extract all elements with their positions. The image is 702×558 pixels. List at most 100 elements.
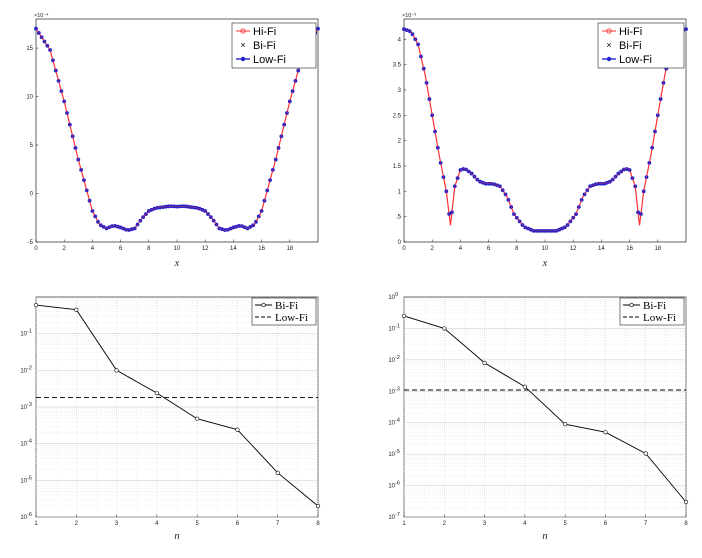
x-tick-label: 6 — [236, 521, 240, 527]
x-tick-label: 18 — [286, 246, 293, 252]
x-axis-label: x — [174, 257, 180, 269]
y-tick-exponent: -2 — [27, 365, 32, 371]
legend-marker: × — [240, 40, 245, 50]
x-tick-label: 12 — [202, 246, 209, 252]
x-tick-label: 2 — [431, 246, 435, 252]
bi-fi-point — [683, 499, 689, 505]
x-tick-label: 3 — [115, 521, 119, 527]
bi-fi-point — [522, 384, 527, 389]
x-tick-label: 1 — [402, 521, 406, 527]
bi-fi-point — [74, 307, 79, 312]
bi-fi-line — [403, 315, 687, 503]
y-tick-base: 10 — [20, 368, 27, 374]
legend-label: Bi-Fi — [253, 40, 276, 52]
y-tick-exponent: -6 — [395, 481, 400, 487]
y-tick-exponent: 0 — [395, 292, 398, 298]
legend-marker — [606, 28, 612, 34]
y-tick-base: 10 — [388, 358, 395, 364]
bi-fi-point — [33, 303, 39, 308]
legend-label: Hi-Fi — [619, 26, 642, 38]
legend-label: Bi-Fi — [643, 300, 666, 312]
x-tick-label: 8 — [316, 521, 320, 527]
bi-fi-line — [403, 28, 687, 232]
x-tick-label: 14 — [598, 246, 605, 252]
y-tick-exponent: -5 — [395, 449, 400, 455]
y-tick-base: 10 — [388, 421, 395, 427]
legend-marker — [240, 56, 246, 62]
y-tick-base: 10 — [388, 389, 395, 395]
legend-marker — [606, 56, 612, 62]
bi-fi-point — [114, 368, 119, 373]
x-tick-label: 10 — [174, 246, 181, 252]
legend-marker — [240, 28, 246, 34]
bi-fi-point — [442, 326, 447, 331]
y-tick-label: 0 — [30, 192, 34, 198]
y-tick-exponent: -4 — [395, 418, 400, 424]
x-tick-label: 16 — [626, 246, 633, 252]
y-tick-label: 2.5 — [393, 113, 402, 119]
legend-label: Bi-Fi — [619, 40, 642, 52]
y-multiplier: ×10⁻³ — [402, 13, 416, 19]
bi-fi-point — [482, 360, 487, 366]
bi-fi-point — [154, 390, 159, 396]
low-fi-point — [316, 26, 320, 31]
y-tick-base: 10 — [388, 452, 395, 458]
y-tick-label: 3.5 — [393, 63, 402, 69]
y-tick-base: 10 — [388, 484, 395, 490]
x-tick-label: 12 — [570, 246, 577, 252]
chart-3: 1 2 3 4 5 6 7 810-110-210-310-410-510 -6nBi-FiLo… — [20, 296, 321, 542]
y-tick-label: 0 — [398, 240, 402, 246]
y-tick-label: 10 — [26, 95, 33, 101]
x-tick-label: 8 — [684, 521, 688, 527]
y-tick-exponent: -1 — [27, 329, 32, 335]
x-tick-label: 3 — [483, 521, 487, 527]
x-tick-label: 0 — [402, 246, 406, 252]
x-tick-label: 6 — [487, 246, 491, 252]
x-tick-label: 14 — [230, 246, 237, 252]
x-tick-label: 7 — [644, 521, 648, 527]
bi-fi-point — [235, 427, 240, 432]
y-tick-exponent: -6 — [27, 512, 32, 518]
x-tick-label: 5 — [195, 521, 199, 527]
legend: Hi-Fi × Bi-Fi Low-Fi — [231, 22, 317, 69]
y-tick-base: 10 — [388, 515, 395, 521]
legend-marker: × — [606, 40, 611, 50]
legend-marker — [261, 302, 266, 308]
y-tick-base: 10 — [388, 295, 395, 301]
y-tick-label: 15 — [26, 46, 33, 52]
legend-box — [619, 297, 685, 326]
y-tick-exponent: -1 — [395, 323, 400, 329]
x-tick-label: 1 — [34, 521, 38, 527]
legend-label: Low-Fi — [619, 54, 652, 66]
x-tick-label: 6 — [604, 521, 608, 527]
x-tick-label: 6 — [119, 246, 123, 252]
y-tick-label: .5 — [396, 215, 402, 221]
bi-fi-point — [401, 313, 407, 319]
bi-fi-point — [275, 470, 280, 475]
y-tick-base: 10 — [388, 326, 395, 332]
y-tick-exponent: -3 — [395, 386, 400, 392]
y-tick-exponent: -4 — [27, 439, 32, 445]
x-tick-label: 18 — [654, 246, 661, 252]
x-tick-label: 4 — [91, 246, 95, 252]
y-tick-exponent: -7 — [395, 512, 400, 518]
low-fi-point — [34, 26, 38, 31]
y-tick-label: 4 — [398, 37, 402, 43]
y-tick-base: 10 — [20, 332, 27, 338]
legend-label: Low-Fi — [275, 312, 308, 324]
x-tick-label: 8 — [515, 246, 519, 252]
y-tick-base: 10 — [20, 405, 27, 411]
x-tick-label: 4 — [459, 246, 463, 252]
y-tick-exponent: -2 — [395, 355, 400, 361]
x-axis-label: n — [542, 530, 548, 542]
y-tick-label: 1 — [398, 189, 402, 195]
y-tick-label: 5 — [30, 143, 34, 149]
y-tick-exponent: -3 — [27, 402, 32, 408]
legend: Hi-Fi × Bi-Fi Low-Fi — [597, 22, 685, 69]
bi-fi-point — [315, 503, 321, 509]
x-tick-label: 2 — [63, 246, 67, 252]
x-tick-label: 16 — [258, 246, 265, 252]
